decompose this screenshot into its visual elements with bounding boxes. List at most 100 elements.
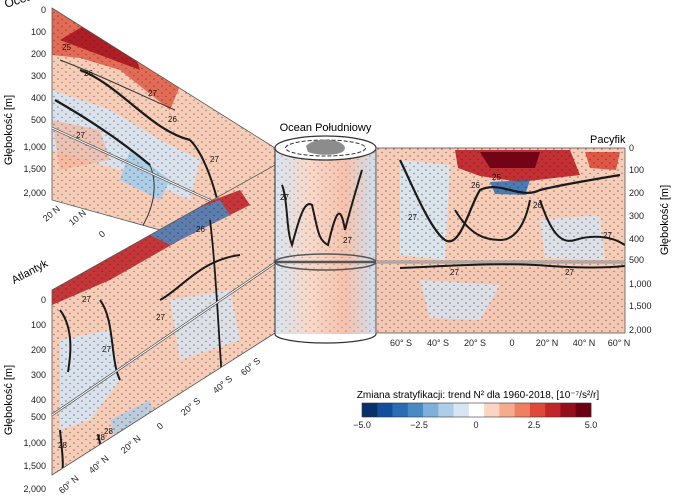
ind-xtick-1: 10 N	[67, 208, 88, 228]
so-contour-label: 27	[343, 236, 352, 245]
colorbar-swatch	[545, 403, 561, 417]
ind-contour-label: 26	[84, 69, 93, 78]
pac-contour-label: 27	[450, 268, 459, 277]
atl-ytick-400: 400	[31, 395, 46, 405]
atl-contour-label: 28	[58, 441, 67, 450]
pac-ylabel: Głębokość [m]	[659, 185, 671, 255]
pac-ytick-1500: 1,500	[629, 301, 652, 311]
pacific-title: Pacyfik	[590, 134, 626, 146]
pac-ytick-200: 200	[629, 188, 644, 198]
ind-contour-label: 25	[62, 43, 71, 52]
ind-contour-label: 26	[168, 115, 177, 124]
colorbar-swatch	[560, 403, 577, 417]
atl-xtick-6: 60° S	[239, 356, 262, 378]
pac-ytick-300: 300	[629, 211, 644, 221]
pac-ytick-500: 500	[629, 255, 644, 265]
atl-ytick-500: 500	[31, 412, 46, 422]
pac-ytick-0: 0	[629, 143, 634, 153]
pac-ytick-400: 400	[629, 234, 644, 244]
ind-ytick-100: 100	[31, 27, 46, 37]
colorbar-tick: 5.0	[585, 420, 598, 430]
colorbar-tick: 0	[473, 420, 478, 430]
colorbar-swatch	[484, 403, 500, 417]
ind-ytick-1000: 1,000	[23, 142, 46, 152]
atl-contour-label: 27	[82, 295, 91, 304]
southern-ocean-title: Ocean Południowy	[280, 122, 372, 134]
ind-ytick-1500: 1,500	[23, 164, 46, 174]
pac-xtick-0: 60° S	[390, 338, 412, 348]
atlantic-title: Atlantyk	[10, 257, 51, 286]
ind-xtick-2: 0	[97, 229, 107, 240]
colorbar-swatch	[499, 403, 515, 417]
colorbar-swatch	[377, 403, 393, 417]
pac-xtick-6: 60° N	[608, 338, 631, 348]
ind-ytick-400: 400	[31, 93, 46, 103]
pac-contour-label: 27	[408, 213, 417, 222]
atl-contour-label: 28	[96, 433, 105, 442]
pac-xtick-5: 40° N	[573, 338, 596, 348]
colorbar-swatch	[468, 403, 485, 417]
ind-ytick-200: 200	[31, 49, 46, 59]
pac-xtick-1: 40° S	[427, 338, 449, 348]
atl-xtick-0: 60° N	[57, 473, 81, 495]
atl-ytick-0: 0	[41, 295, 46, 305]
atl-ytick-2000: 2,000	[23, 484, 46, 494]
atl-ytick-300: 300	[31, 370, 46, 380]
atl-xtick-3: 0	[155, 421, 165, 432]
pac-ytick-100: 100	[629, 165, 644, 175]
colorbar-swatch	[438, 403, 454, 417]
ind-contour-label: 27	[148, 89, 157, 98]
ind-ytick-500: 500	[31, 115, 46, 125]
ind-ylabel: Głębokość [m]	[3, 95, 15, 165]
colorbar-swatch	[407, 403, 424, 417]
pac-ytick-2000: 2,000	[629, 325, 652, 335]
ind-contour-label: 27	[210, 155, 219, 164]
so-contour-label: 27	[280, 193, 289, 202]
pac-contour-label: 26	[533, 201, 542, 210]
pac-contour-label: 27	[565, 268, 574, 277]
ind-xtick-0: 20 N	[41, 204, 62, 224]
ind-ytick-2000: 2,000	[23, 188, 46, 198]
colorbar-swatches	[361, 402, 592, 418]
atl-contour-label: 27	[156, 313, 165, 322]
atl-ytick-100: 100	[31, 320, 46, 330]
colorbar-tick: −5.0	[353, 420, 371, 430]
atl-xtick-4: 20° S	[179, 396, 202, 418]
atl-ytick-200: 200	[31, 345, 46, 355]
colorbar-swatch	[453, 403, 470, 417]
ind-ytick-0: 0	[41, 5, 46, 15]
atl-ylabel: Głębokość [m]	[3, 365, 15, 435]
pac-xtick-3: 0	[509, 338, 514, 348]
colorbar: Zmiana stratyfikacji: trend N² dla 1960-…	[353, 390, 599, 430]
colorbar-outline	[361, 402, 592, 418]
colorbar-swatch	[423, 403, 439, 417]
atl-xtick-1: 40° N	[87, 453, 111, 475]
atl-ytick-1000: 1,000	[23, 438, 46, 448]
ind-ytick-300: 300	[31, 71, 46, 81]
colorbar-swatch	[392, 403, 409, 417]
pac-xtick-2: 20° S	[464, 338, 486, 348]
atl-xtick-2: 20° N	[119, 433, 143, 455]
colorbar-title: Zmiana stratyfikacji: trend N² dla 1960-…	[357, 390, 600, 401]
atl-contour-label: 28	[104, 427, 113, 436]
atl-contour-label: 26	[196, 225, 205, 234]
colorbar-swatch	[514, 403, 531, 417]
colorbar-swatch	[529, 403, 546, 417]
atl-xtick-5: 40° S	[211, 374, 234, 396]
colorbar-tick: 2.5	[528, 420, 541, 430]
pac-contour-label: 26	[471, 181, 480, 190]
southern-ocean-cylinder: Ocean Południowy 27 27	[274, 122, 377, 344]
colorbar-swatch	[575, 403, 592, 417]
atl-ytick-1500: 1,500	[23, 461, 46, 471]
pac-xtick-4: 20° N	[536, 338, 559, 348]
atl-contour-label: 27	[102, 345, 111, 354]
colorbar-swatch	[362, 403, 378, 417]
colorbar-tick: −2.5	[410, 420, 428, 430]
pac-contour-label: 25	[492, 173, 501, 182]
antarctica-icon	[306, 139, 345, 155]
pac-ytick-1000: 1,000	[629, 279, 652, 289]
pacific-panel: Pacyfik 0 100 200 300 400 500 1,000 1,50…	[375, 134, 671, 348]
ind-contour-label: 27	[76, 131, 85, 140]
pac-contour-label: 27	[603, 231, 612, 240]
